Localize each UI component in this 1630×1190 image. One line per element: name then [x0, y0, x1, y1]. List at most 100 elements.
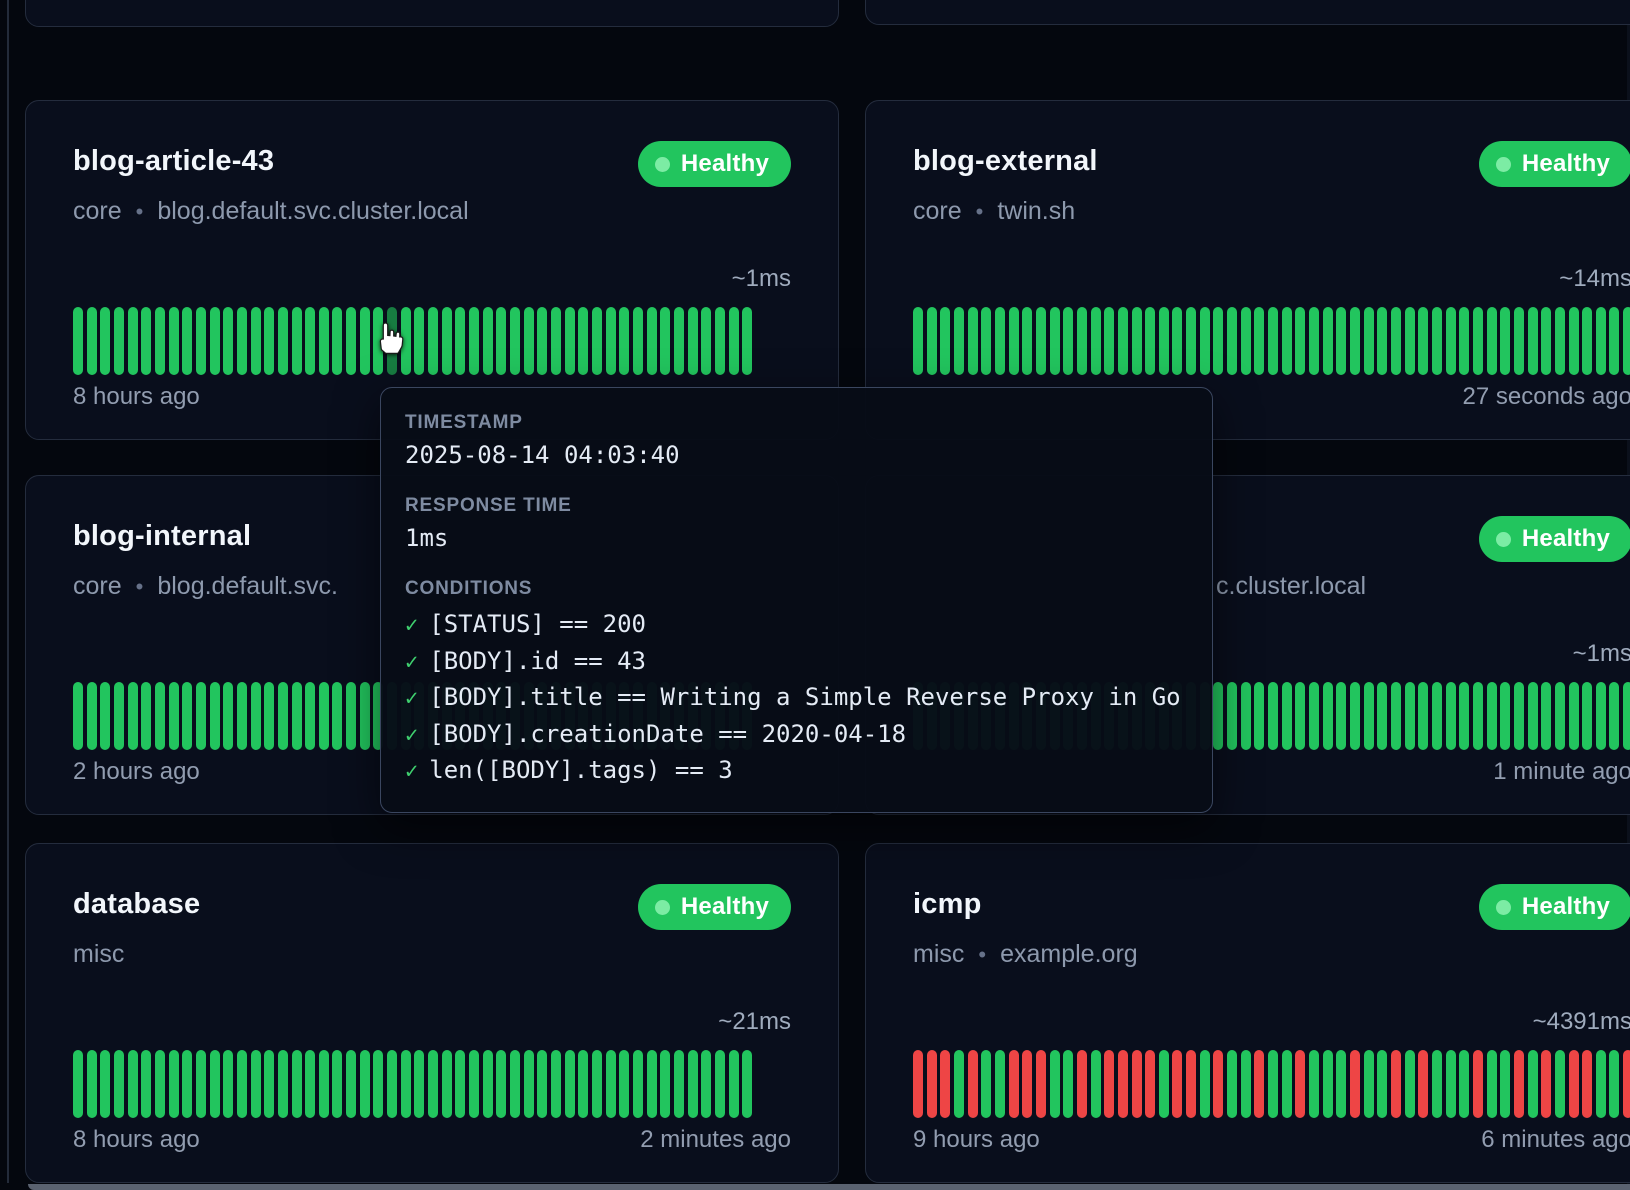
status-bar[interactable] [250, 307, 261, 375]
status-bar[interactable] [913, 307, 923, 375]
status-bar[interactable] [1595, 307, 1606, 375]
status-bar[interactable] [223, 682, 234, 750]
status-bar[interactable] [1527, 1050, 1538, 1118]
status-bar[interactable] [428, 307, 439, 375]
status-bar[interactable] [1145, 307, 1156, 375]
status-bar[interactable] [1281, 1050, 1292, 1118]
status-bar[interactable] [1568, 307, 1579, 375]
status-bar[interactable] [1541, 307, 1552, 375]
status-bar[interactable] [994, 1050, 1005, 1118]
status-bar[interactable] [1281, 307, 1292, 375]
status-bar[interactable] [496, 307, 507, 375]
status-bar[interactable] [441, 307, 452, 375]
status-bar[interactable] [687, 1050, 698, 1118]
status-bar[interactable] [209, 1050, 220, 1118]
status-bar[interactable] [1527, 682, 1538, 750]
status-bar[interactable] [1350, 307, 1360, 375]
status-bar[interactable] [1363, 1050, 1374, 1118]
status-bar[interactable] [1336, 307, 1347, 375]
endpoint-card-database[interactable]: database misc Healthy ~21ms 8 hours ago … [25, 843, 839, 1183]
status-bar[interactable] [441, 1050, 452, 1118]
status-bar[interactable] [1145, 1050, 1156, 1118]
status-bar[interactable] [660, 307, 671, 375]
status-bar[interactable] [359, 682, 370, 750]
status-bar[interactable] [1131, 307, 1142, 375]
status-bar[interactable] [926, 307, 937, 375]
status-bar[interactable] [1322, 682, 1333, 750]
status-bar[interactable] [154, 682, 165, 750]
status-bar[interactable] [632, 1050, 643, 1118]
status-bar[interactable] [537, 1050, 548, 1118]
status-bar[interactable] [1199, 1050, 1210, 1118]
status-bar[interactable] [605, 1050, 616, 1118]
status-bar[interactable] [1459, 1050, 1470, 1118]
status-bar[interactable] [168, 682, 179, 750]
status-bar[interactable] [318, 682, 329, 750]
status-bar[interactable] [482, 307, 493, 375]
status-bar[interactable] [1541, 682, 1552, 750]
status-bar[interactable] [1063, 1050, 1074, 1118]
status-bar[interactable] [373, 307, 384, 375]
status-bar[interactable] [1486, 1050, 1497, 1118]
status-bar[interactable] [1623, 1050, 1630, 1118]
status-bar[interactable] [1459, 307, 1470, 375]
status-bar[interactable] [1104, 1050, 1115, 1118]
status-bar[interactable] [113, 307, 124, 375]
status-bar[interactable] [537, 307, 548, 375]
status-bar[interactable] [1227, 1050, 1238, 1118]
status-bar[interactable] [1595, 682, 1606, 750]
status-bar[interactable] [154, 1050, 165, 1118]
status-bar[interactable] [291, 307, 302, 375]
status-bar[interactable] [564, 1050, 575, 1118]
status-bar[interactable] [113, 1050, 124, 1118]
status-bar[interactable] [1172, 1050, 1183, 1118]
status-bar[interactable] [428, 1050, 439, 1118]
status-bar[interactable] [414, 1050, 425, 1118]
status-bar[interactable] [250, 1050, 261, 1118]
status-bar[interactable] [619, 307, 630, 375]
status-bar[interactable] [387, 1050, 398, 1118]
status-bar[interactable] [523, 1050, 534, 1118]
status-bar[interactable] [578, 1050, 589, 1118]
status-bar[interactable] [223, 1050, 234, 1118]
status-bar[interactable] [1404, 307, 1415, 375]
status-bar[interactable] [305, 1050, 316, 1118]
status-bar[interactable] [1486, 307, 1497, 375]
status-bar[interactable] [318, 1050, 329, 1118]
status-bar[interactable] [1390, 307, 1401, 375]
status-bar[interactable] [714, 307, 725, 375]
status-bar[interactable] [332, 1050, 343, 1118]
status-bar[interactable] [578, 307, 589, 375]
status-bar[interactable] [1472, 307, 1483, 375]
status-bar[interactable] [1609, 682, 1620, 750]
status-bar[interactable] [305, 682, 316, 750]
status-bar[interactable] [373, 1050, 384, 1118]
status-bar[interactable] [469, 1050, 480, 1118]
status-bar[interactable] [113, 682, 124, 750]
status-bar[interactable] [1582, 1050, 1593, 1118]
endpoint-card-icmp[interactable]: icmp misc • example.org Healthy ~4391ms 9 … [865, 843, 1630, 1183]
endpoint-card-blog-external[interactable]: blog-external core • twin.sh Healthy ~14ms… [865, 100, 1630, 440]
status-bar[interactable] [1076, 307, 1087, 375]
status-bar[interactable] [154, 307, 165, 375]
status-bar[interactable] [1240, 682, 1251, 750]
partial-card-top-right[interactable] [865, 0, 1630, 25]
status-bar[interactable] [1623, 307, 1630, 375]
status-bar[interactable] [1227, 682, 1238, 750]
status-bar[interactable] [728, 307, 739, 375]
status-bar[interactable] [1008, 307, 1019, 375]
status-bar[interactable] [250, 682, 261, 750]
status-bar[interactable] [1213, 307, 1224, 375]
status-bar[interactable] [1513, 307, 1524, 375]
status-bar[interactable] [1582, 682, 1593, 750]
status-bar[interactable] [1309, 682, 1320, 750]
partial-card-top-left[interactable] [25, 0, 839, 27]
status-bar[interactable] [1336, 1050, 1347, 1118]
status-bar[interactable] [73, 307, 83, 375]
status-bar[interactable] [1350, 1050, 1360, 1118]
status-bar[interactable] [277, 682, 288, 750]
status-bar[interactable] [510, 307, 520, 375]
status-bar[interactable] [591, 307, 602, 375]
status-bar[interactable] [1008, 1050, 1019, 1118]
status-bar[interactable] [1022, 1050, 1033, 1118]
